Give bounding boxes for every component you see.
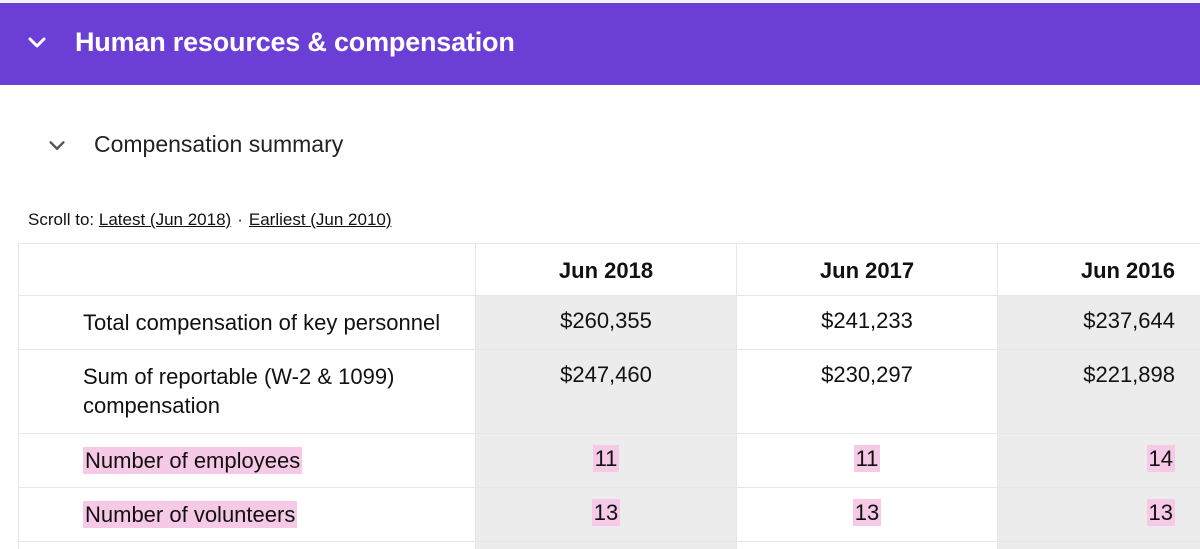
column-header: Jun 2017 xyxy=(736,244,997,295)
table-row: Sum of reportable (W-2 & 1099) compensat… xyxy=(19,350,1200,434)
cell-value: 11 xyxy=(592,445,620,472)
row-label: Number of employees xyxy=(83,447,303,474)
table-cell: 13 xyxy=(997,488,1200,541)
table-cell xyxy=(736,542,997,549)
cell-value: 13 xyxy=(852,499,882,526)
hr-compensation-panel: Human resources & compensation Compensat… xyxy=(0,3,1200,549)
header-empty-cell xyxy=(19,244,475,295)
cell-value: 13 xyxy=(1146,499,1175,526)
column-header: Jun 2018 xyxy=(475,244,736,295)
row-label-cell: Number of employees xyxy=(19,434,475,487)
table-row: Total compensation of key personnel $260… xyxy=(19,296,1200,350)
table-row-partial xyxy=(19,542,1200,549)
table-cell: $230,297 xyxy=(736,350,997,433)
column-header: Jun 2016 xyxy=(997,244,1200,295)
scroll-earliest-link[interactable]: Earliest (Jun 2010) xyxy=(248,210,392,229)
section-title: Human resources & compensation xyxy=(75,27,515,57)
table-cell: 13 xyxy=(475,488,736,541)
row-label: Number of volunteers xyxy=(83,501,298,528)
table-cell xyxy=(997,542,1200,549)
cell-value: 11 xyxy=(853,445,881,472)
subsection-title: Compensation summary xyxy=(94,131,344,157)
table-cell xyxy=(475,542,736,549)
table-cell: $237,644 xyxy=(997,296,1200,349)
row-label: Total compensation of key personnel xyxy=(83,310,441,335)
table-cell xyxy=(19,542,475,549)
scroll-to-nav: Scroll to: Latest (Jun 2018) · Earliest (J… xyxy=(28,210,392,230)
table-cell: $247,460 xyxy=(475,350,736,433)
table-cell: 11 xyxy=(736,434,997,487)
table-cell: 14 xyxy=(997,434,1200,487)
table-header-row: Jun 2018 Jun 2017 Jun 2016 xyxy=(19,244,1200,296)
row-label: Sum of reportable (W-2 & 1099) compensat… xyxy=(83,364,395,418)
compensation-table: Jun 2018 Jun 2017 Jun 2016 Total compens… xyxy=(18,243,1200,549)
table-cell: 11 xyxy=(475,434,736,487)
scroll-separator: · xyxy=(237,210,243,229)
scroll-to-label: Scroll to: xyxy=(28,210,95,229)
table-cell: $221,898 xyxy=(997,350,1200,433)
table-row: Number of employees 11 11 14 xyxy=(19,434,1200,488)
chevron-down-icon[interactable] xyxy=(25,31,49,55)
scroll-latest-link[interactable]: Latest (Jun 2018) xyxy=(98,210,232,229)
section-header[interactable]: Human resources & compensation xyxy=(0,3,1200,85)
table-cell: $260,355 xyxy=(475,296,736,349)
chevron-down-icon[interactable] xyxy=(46,135,68,157)
cell-value: 13 xyxy=(591,499,621,526)
row-label-cell: Number of volunteers xyxy=(19,488,475,541)
table-cell: $241,233 xyxy=(736,296,997,349)
table-row: Number of volunteers 13 13 13 xyxy=(19,488,1200,542)
cell-value: 14 xyxy=(1146,445,1175,472)
table-cell: 13 xyxy=(736,488,997,541)
